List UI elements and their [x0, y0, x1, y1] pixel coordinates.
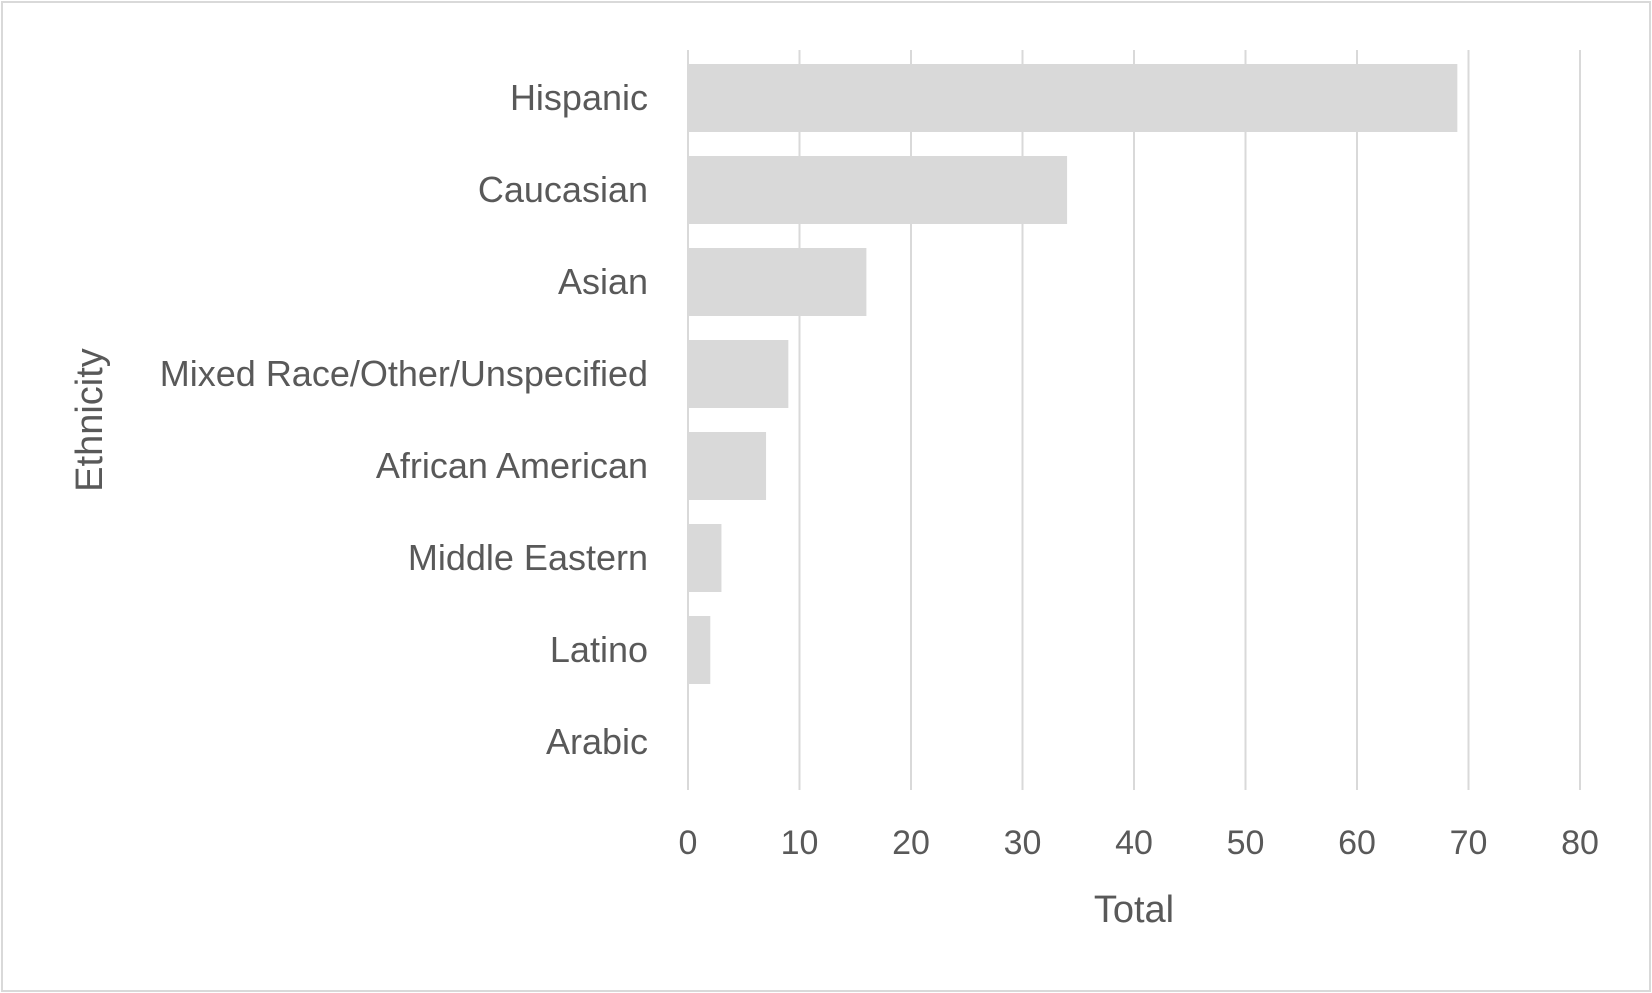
x-tick-label-50: 50 [1227, 824, 1265, 862]
category-label-hispanic: Hispanic [510, 77, 648, 118]
x-axis-title: Total [1094, 889, 1174, 931]
bars [688, 64, 1458, 684]
category-label-latino: Latino [550, 629, 648, 670]
x-tick-label-60: 60 [1338, 824, 1376, 862]
bar-caucasian [688, 156, 1068, 224]
bar-african-american [688, 432, 767, 500]
category-label-asian: Asian [558, 261, 648, 302]
category-labels: Hispanic Caucasian Asian Mixed Race/Other/U… [160, 77, 648, 762]
bar-middle-eastern [688, 524, 722, 592]
x-tick-label-70: 70 [1450, 824, 1488, 862]
category-label-middle-eastern: Middle Eastern [408, 537, 648, 578]
bar-mixed-race-other-unspecified [688, 340, 789, 408]
x-tick-label-10: 10 [781, 824, 819, 862]
x-tick-label-80: 80 [1561, 824, 1599, 862]
x-tick-label-30: 30 [1004, 824, 1042, 862]
category-label-mixed-race-other-unspecified: Mixed Race/Other/Unspecified [160, 353, 648, 394]
x-tick-label-20: 20 [892, 824, 930, 862]
bar-hispanic [688, 64, 1458, 132]
category-label-african-american: African American [376, 445, 648, 486]
x-tick-labels: 0 10 20 30 40 50 60 70 80 [679, 824, 1599, 862]
x-tick-label-0: 0 [679, 824, 698, 862]
bar-latino [688, 616, 711, 684]
category-label-caucasian: Caucasian [478, 169, 648, 210]
category-label-arabic: Arabic [546, 721, 648, 762]
x-tick-label-40: 40 [1115, 824, 1153, 862]
y-axis-title: Ethnicity [69, 348, 111, 492]
bar-asian [688, 248, 867, 316]
